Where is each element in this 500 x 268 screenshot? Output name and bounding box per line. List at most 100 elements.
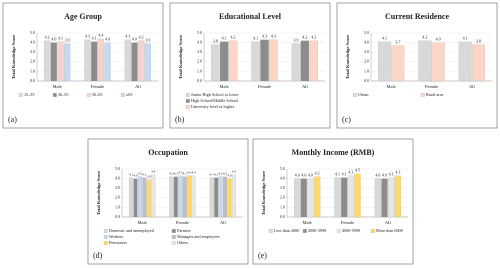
y-axis-title: Total Knowledge Score — [345, 35, 350, 79]
bar — [129, 177, 134, 218]
legend-label: Domestic and unemployed — [109, 228, 155, 233]
y-tick-label: 1.0 — [280, 204, 285, 209]
y-tick-label: 3.0 — [115, 185, 120, 190]
value-label: 4.1 — [58, 36, 63, 41]
x-tick-label: Female — [258, 84, 271, 89]
legend-swatch — [171, 241, 176, 245]
value-label: 3.9 — [145, 37, 150, 42]
bar — [50, 42, 57, 82]
value-label: 4.2 — [139, 35, 144, 40]
bar — [291, 43, 301, 82]
value-label: 4.0 — [436, 37, 441, 42]
y-tick-label: 3.0 — [280, 185, 285, 190]
bar — [191, 175, 196, 218]
value-label: 4.0 — [375, 173, 380, 178]
value-label: 4.1 — [214, 172, 219, 176]
bar — [300, 178, 307, 218]
bar — [314, 176, 321, 218]
legend-label: Pensioners — [109, 240, 128, 245]
y-tick-label: 0.0 — [364, 78, 369, 83]
bar — [228, 40, 238, 82]
panel-title: Current Residence — [385, 12, 450, 21]
bar — [137, 176, 142, 218]
bar — [341, 177, 348, 218]
y-tick-label: 2.0 — [115, 195, 120, 200]
bar — [209, 177, 214, 218]
y-tick-label: 5.0 — [115, 166, 120, 171]
value-label: 4.0 — [308, 173, 313, 178]
x-tick-label: Female — [91, 84, 104, 89]
value-label: 4.2 — [302, 35, 307, 40]
value-label: 4.3 — [271, 34, 276, 39]
bar — [91, 41, 98, 82]
panel-title: Age Group — [64, 12, 102, 21]
bar — [307, 178, 314, 218]
panel-title: Occupation — [148, 148, 188, 157]
value-label: 4.4 — [151, 170, 156, 174]
y-tick-label: 4.0 — [197, 40, 202, 45]
value-label: 4.2 — [315, 171, 320, 176]
bar — [144, 43, 151, 82]
legend-label: 4000-5999 — [342, 228, 360, 233]
value-label: 4.1 — [382, 36, 387, 41]
bar — [418, 40, 432, 82]
bar — [84, 39, 91, 82]
value-label: 4.2 — [183, 171, 188, 175]
y-tick-label: 1.0 — [115, 204, 120, 209]
value-label: 4.0 — [105, 37, 110, 42]
value-label: 4.1 — [142, 172, 147, 176]
bar — [294, 178, 301, 218]
bar — [44, 40, 51, 82]
bar — [151, 174, 156, 218]
value-label: 4.4 — [98, 33, 103, 38]
bar — [458, 41, 472, 82]
value-label: 4.3 — [262, 34, 267, 39]
bar — [394, 175, 401, 218]
x-tick-label: Male — [387, 84, 396, 89]
value-label: 3.9 — [293, 37, 298, 42]
legend-label: ≥65 — [126, 92, 133, 97]
panel-label: (c) — [342, 115, 351, 124]
bar — [173, 176, 178, 218]
x-tick-label: All — [135, 84, 142, 89]
legend-swatch — [268, 229, 273, 233]
value-label: 4.1 — [389, 172, 394, 177]
legend-swatch — [302, 229, 307, 233]
y-tick-label: 0.0 — [280, 214, 285, 219]
x-tick-label: Female — [176, 220, 189, 225]
legend-swatch — [420, 93, 425, 97]
y-tick-label: 5.0 — [197, 30, 202, 35]
value-label: 3.8 — [476, 38, 481, 43]
value-label: 4.5 — [355, 168, 360, 173]
value-label: 4.3 — [348, 170, 353, 175]
y-tick-label: 4.0 — [30, 40, 35, 45]
bar — [378, 41, 391, 82]
legend-label: Less than 2000 — [274, 228, 299, 233]
bar — [64, 43, 71, 82]
bar — [178, 175, 183, 218]
bar — [214, 177, 219, 218]
value-label: 4.0 — [382, 173, 387, 178]
legend-label: University level or higher — [191, 104, 235, 109]
y-axis-title: Total Knowledge Score — [11, 35, 16, 79]
legend-label: 36–55 — [58, 92, 68, 97]
y-tick-label: 3.0 — [30, 49, 35, 54]
panel-title: Educational Level — [219, 12, 282, 21]
panel-label: (e) — [258, 251, 267, 260]
legend-label: Others — [177, 240, 189, 245]
legend-swatch — [185, 105, 190, 109]
x-tick-label: Male — [303, 220, 312, 225]
value-label: 4.0 — [227, 173, 232, 177]
y-tick-label: 3.0 — [197, 49, 202, 54]
y-axis-title: Total Knowledge Score — [96, 171, 101, 215]
y-tick-label: 0.0 — [197, 78, 202, 83]
legend-swatch — [18, 93, 23, 97]
y-tick-label: 1.0 — [30, 68, 35, 73]
legend-swatch — [185, 99, 190, 103]
legend-swatch — [86, 93, 91, 97]
bar — [231, 174, 236, 218]
y-tick-label: 1.0 — [364, 68, 369, 73]
bar — [391, 45, 405, 82]
legend-swatch — [103, 235, 108, 239]
value-label: 4.1 — [92, 36, 97, 41]
